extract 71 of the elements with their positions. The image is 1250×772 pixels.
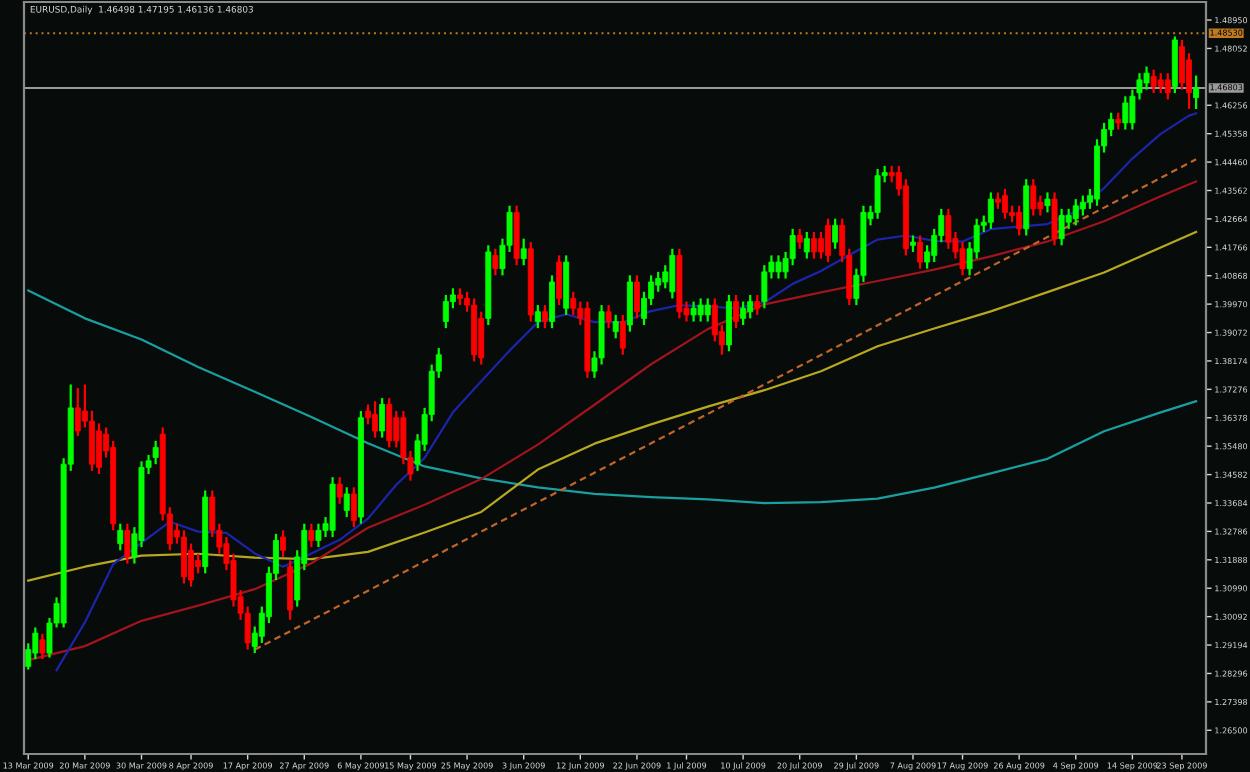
- candlestick: [775, 254, 782, 280]
- candlestick: [329, 476, 336, 539]
- candlestick: [1150, 68, 1157, 95]
- candlestick: [180, 529, 187, 585]
- candlestick: [1193, 74, 1200, 111]
- candlestick: [124, 522, 131, 565]
- candlestick: [287, 559, 294, 621]
- candlestick: [74, 386, 81, 438]
- candlestick: [308, 522, 315, 549]
- candlestick: [1058, 207, 1065, 247]
- candlestick: [152, 439, 159, 466]
- candlestick: [626, 274, 633, 333]
- candlestick: [669, 247, 676, 300]
- candlestick: [1044, 191, 1051, 214]
- candlestick: [1051, 191, 1058, 247]
- candlestick: [619, 313, 626, 356]
- candlestick: [1023, 178, 1030, 237]
- candlestick: [549, 274, 555, 330]
- candlestick: [379, 396, 386, 439]
- line-series: [27, 230, 1198, 582]
- candlestick: [1030, 178, 1037, 217]
- candlestick: [1002, 187, 1008, 220]
- candlestick: [563, 254, 570, 316]
- candlestick: [612, 313, 619, 340]
- candlestick: [633, 274, 640, 320]
- candlestick: [534, 303, 541, 330]
- line-series: [55, 112, 1198, 672]
- candlestick: [690, 300, 697, 323]
- candlestick: [725, 293, 732, 353]
- candlestick: [987, 191, 994, 230]
- candlestick: [336, 476, 343, 505]
- candlestick: [280, 529, 287, 559]
- candlestick: [1072, 197, 1079, 227]
- candlestick: [825, 217, 832, 264]
- candlestick: [754, 293, 761, 316]
- candlestick: [796, 227, 803, 250]
- candlestick: [605, 303, 612, 330]
- candlestick: [1164, 72, 1171, 101]
- candlestick: [1016, 204, 1023, 237]
- candlestick: [1171, 35, 1178, 95]
- candlestick: [697, 297, 704, 323]
- candlestick: [492, 247, 499, 277]
- candlestick: [874, 167, 881, 220]
- candlestick: [315, 522, 322, 549]
- candlestick: [350, 486, 357, 529]
- candlestick: [818, 230, 824, 260]
- candlestick: [740, 300, 747, 327]
- candlestick: [803, 230, 810, 260]
- candlestick: [343, 486, 350, 519]
- candlestick: [541, 303, 548, 330]
- candlestick: [704, 297, 711, 323]
- candlestick: [195, 552, 202, 575]
- line-series: [27, 289, 1198, 505]
- line-series: [253, 158, 1198, 651]
- candlestick: [372, 400, 379, 439]
- candlestick: [442, 293, 449, 330]
- candlestick: [513, 204, 520, 267]
- candlestick: [1143, 65, 1150, 91]
- candlestick: [1079, 194, 1086, 217]
- candlestick: [733, 293, 739, 330]
- candlestick: [556, 254, 563, 307]
- candlestick: [117, 522, 124, 552]
- candlestick: [917, 234, 924, 270]
- candlestick: [386, 396, 393, 449]
- candlestick: [747, 293, 754, 320]
- candlestick: [1157, 72, 1164, 95]
- candlestick: [810, 230, 817, 260]
- candlestick: [520, 237, 527, 267]
- candlestick: [832, 217, 839, 250]
- candlestick: [1122, 95, 1129, 131]
- candlestick: [39, 632, 46, 661]
